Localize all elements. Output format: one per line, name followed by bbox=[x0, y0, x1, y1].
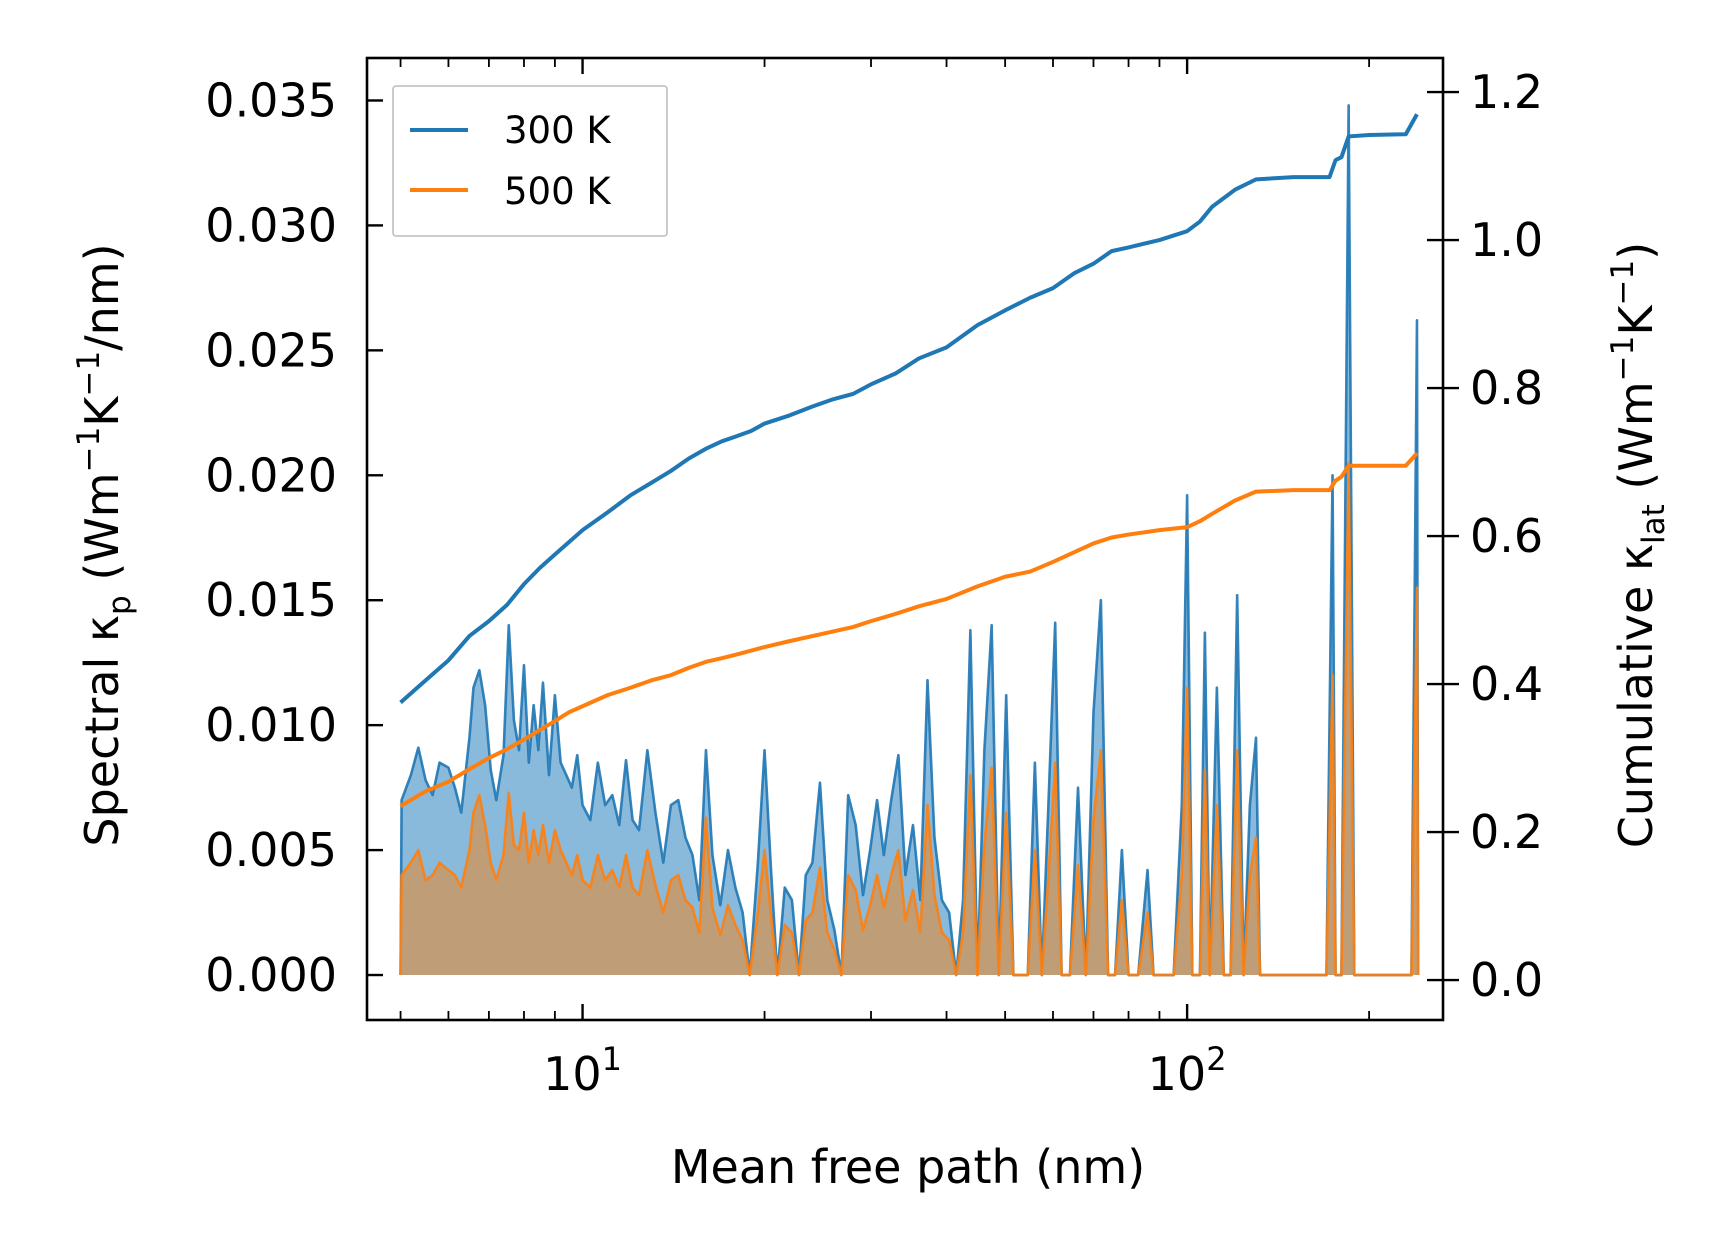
y-right-tick-label: 1.2 bbox=[1470, 65, 1543, 119]
x-tick-label: 102 bbox=[1148, 1040, 1227, 1101]
legend-label-300k: 300 K bbox=[504, 109, 612, 152]
y-left-tick-label: 0.010 bbox=[205, 698, 337, 752]
x-tick-base: 10 bbox=[543, 1047, 602, 1101]
plot-area bbox=[399, 104, 1420, 977]
y-left-tick-label: 0.015 bbox=[205, 573, 337, 627]
spectral-line-300k bbox=[399, 104, 1420, 977]
legend: 300 K 500 K bbox=[392, 85, 668, 237]
cumulative-line-500k bbox=[399, 451, 1419, 808]
spectral-line-500k bbox=[399, 461, 1420, 977]
plot-frame bbox=[365, 56, 1445, 1022]
left-y-axis-title: Spectral κp (Wm−1K−1/nm) bbox=[71, 243, 138, 846]
y-left-tick-label: 0.035 bbox=[205, 73, 337, 127]
y-right-tick-label: 1.0 bbox=[1470, 213, 1543, 267]
x-tick-base: 10 bbox=[1148, 1047, 1207, 1101]
y-right-tick-label: 0.6 bbox=[1470, 509, 1543, 563]
x-tick-label: 101 bbox=[543, 1040, 622, 1101]
x-tick-exponent: 2 bbox=[1206, 1040, 1226, 1078]
x-axis-title: Mean free path (nm) bbox=[671, 1140, 1145, 1194]
y-right-tick-label: 0.0 bbox=[1470, 953, 1543, 1007]
right-y-axis-title: Cumulative κlat (Wm−1K−1) bbox=[1605, 242, 1672, 848]
y-left-tick-label: 0.020 bbox=[205, 448, 337, 502]
y-left-tick-label: 0.005 bbox=[205, 823, 337, 877]
x-tick-exponent: 1 bbox=[602, 1040, 622, 1078]
cumulative-line-300k bbox=[399, 113, 1419, 705]
y-left-tick-label: 0.000 bbox=[205, 948, 337, 1002]
y-right-tick-label: 0.2 bbox=[1470, 805, 1543, 859]
y-right-tick-label: 0.8 bbox=[1470, 361, 1543, 415]
y-left-tick-label: 0.025 bbox=[205, 323, 337, 377]
legend-frame bbox=[392, 85, 668, 237]
y-left-tick-label: 0.030 bbox=[205, 198, 337, 252]
axes: 101 1020.0000.0050.0100.0150.0200.0250.03… bbox=[205, 56, 1543, 1101]
y-right-tick-label: 0.4 bbox=[1470, 657, 1543, 711]
legend-label-500k: 500 K bbox=[504, 170, 612, 213]
spectral-area-500k bbox=[400, 462, 1419, 976]
